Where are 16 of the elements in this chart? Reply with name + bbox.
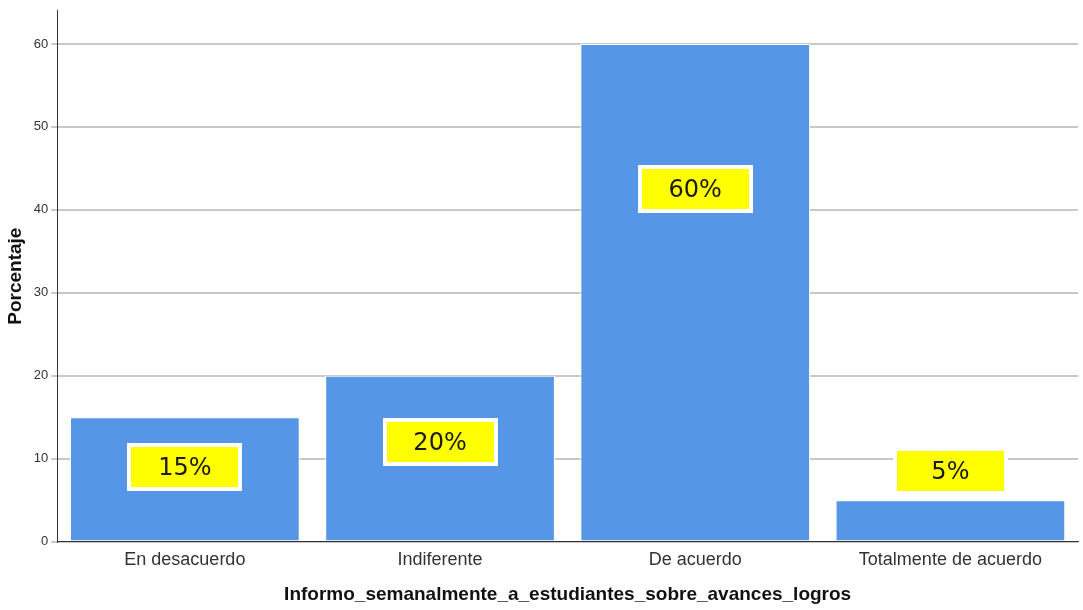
x-tick-label: De acuerdo — [648, 549, 742, 570]
y-tick-label: 20 — [33, 367, 49, 383]
x-axis-title: Informo_semanalmente_a_estudiantes_sobre_avances_logros — [284, 582, 852, 604]
y-tick-label: 0 — [41, 533, 49, 549]
label-box: 15% — [127, 442, 243, 491]
y-axis-title: Porcentaje — [3, 227, 25, 325]
y-tick-label: 60 — [33, 35, 49, 51]
y-tick-label: 10 — [33, 450, 49, 466]
y-tick-label: 40 — [33, 201, 49, 217]
x-tick-label: Totalmente de acuerdo — [858, 549, 1042, 570]
x-tick-label: Indiferente — [397, 549, 483, 570]
label-box: 20% — [382, 418, 498, 467]
x-tick-label: En desacuerdo — [124, 549, 246, 570]
label-box: 60% — [637, 164, 753, 213]
y-tick-label: 50 — [33, 118, 49, 134]
y-tick-label: 30 — [33, 284, 49, 300]
